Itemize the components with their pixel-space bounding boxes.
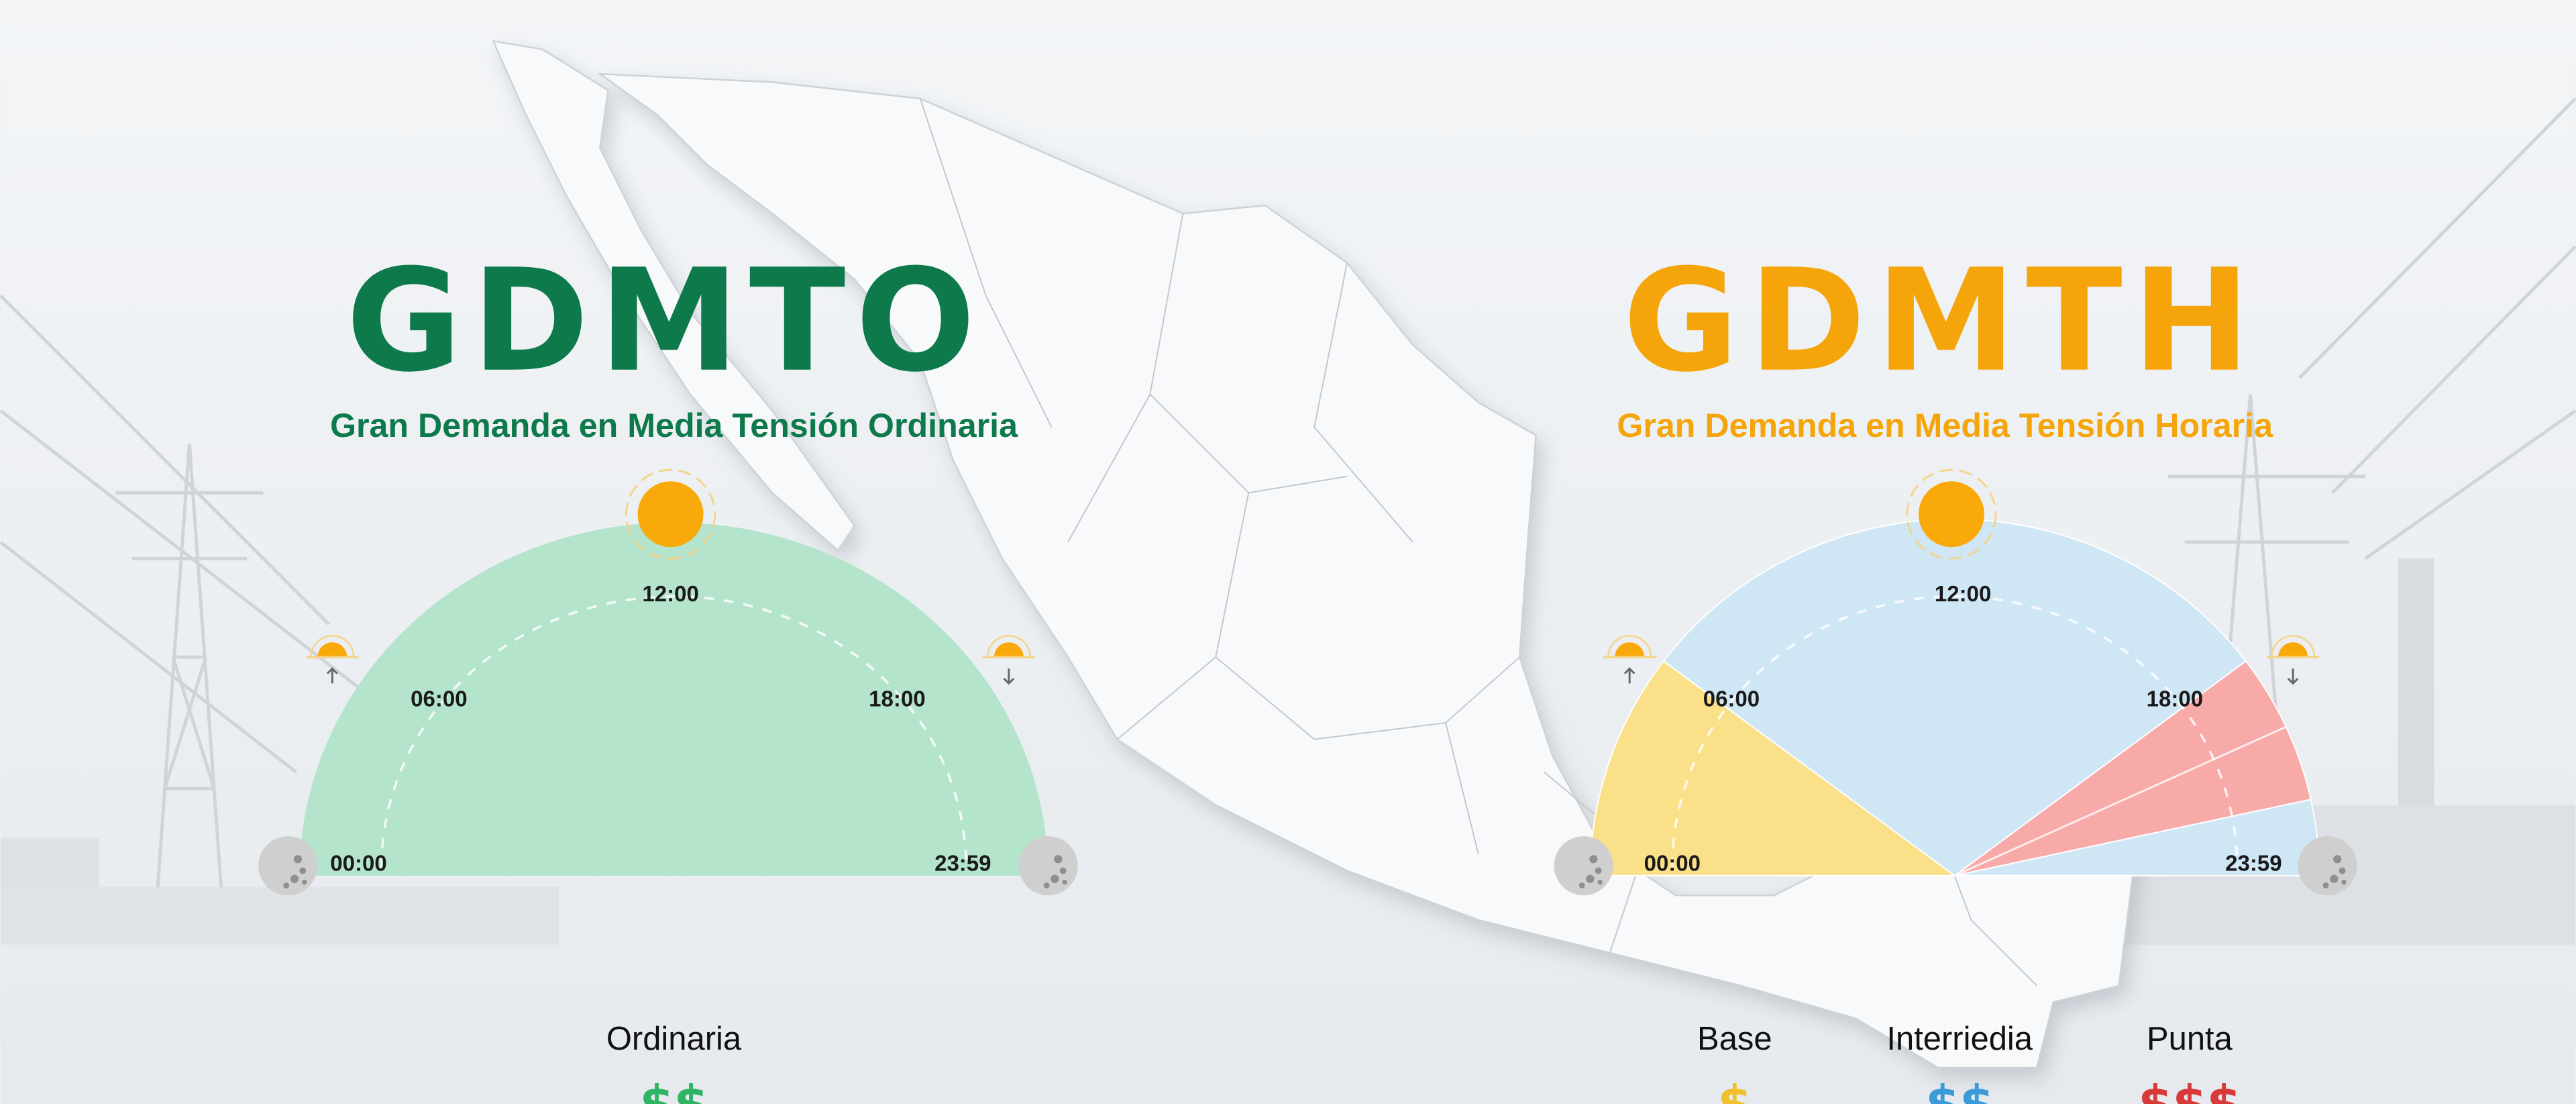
time-label-0000: 00:00 bbox=[330, 851, 386, 876]
legend-price-base: $ bbox=[1717, 1075, 1752, 1104]
gdmth-legend: Base $ Interriedia $$ Punta $$$ bbox=[1697, 1021, 2241, 1104]
legend-label-punta: Punta bbox=[2147, 1021, 2233, 1057]
gdmto-title: GDMTO bbox=[346, 239, 985, 403]
gdmth-day-dial: 12:00 06:00 18:00 00:00 23:59 bbox=[1589, 518, 2320, 877]
legend-price-intermedia: $$ bbox=[1925, 1075, 1994, 1104]
arrow-up-icon bbox=[326, 667, 338, 684]
time-label-2359: 23:59 bbox=[934, 851, 991, 876]
sunset-icon bbox=[2266, 635, 2320, 685]
legend-label-intermedia: Interriedia bbox=[1886, 1021, 2033, 1057]
moon-icon bbox=[2298, 836, 2357, 896]
gdmto-day-dial: 12:00 06:00 18:00 00:00 23:59 bbox=[299, 522, 1049, 876]
time-label-1200: 12:00 bbox=[642, 582, 698, 607]
legend-price-punta: $$$ bbox=[2138, 1075, 2241, 1104]
arrow-down-icon bbox=[2287, 668, 2299, 685]
legend-price-ordinaria: $$ bbox=[639, 1075, 708, 1104]
time-label-0600: 06:00 bbox=[1703, 687, 1760, 712]
time-label-1800: 18:00 bbox=[869, 687, 925, 712]
arrow-up-icon bbox=[1623, 667, 1635, 684]
gdmto-legend: Ordinaria $$ bbox=[606, 1021, 742, 1104]
sun-path bbox=[1670, 595, 2239, 868]
sunset-icon bbox=[982, 635, 1036, 685]
sun-icon bbox=[1906, 468, 1997, 560]
sun-icon bbox=[625, 468, 716, 560]
time-label-0000: 00:00 bbox=[1644, 851, 1701, 876]
moon-icon bbox=[1554, 836, 1613, 896]
mexico-map bbox=[492, 40, 2137, 1069]
time-label-2359: 23:59 bbox=[2225, 851, 2282, 876]
legend-label-ordinaria: Ordinaria bbox=[606, 1021, 742, 1057]
gdmto-subtitle: Gran Demanda en Media Tensión Ordinaria bbox=[330, 407, 1018, 444]
gdmth-subtitle: Gran Demanda en Media Tensión Horaria bbox=[1617, 407, 2273, 444]
ordinaria-sector bbox=[299, 522, 1049, 876]
moon-icon bbox=[258, 836, 318, 896]
gdmth-title: GDMTH bbox=[1623, 239, 2260, 403]
arrow-down-icon bbox=[1003, 668, 1015, 685]
sunrise-icon bbox=[1603, 635, 1656, 684]
time-label-0600: 06:00 bbox=[411, 687, 467, 712]
legend-label-base: Base bbox=[1697, 1021, 1772, 1057]
time-label-1200: 12:00 bbox=[1935, 582, 1991, 607]
sun-path bbox=[380, 595, 968, 868]
punta-divider bbox=[1954, 725, 2287, 877]
moon-icon bbox=[1018, 836, 1078, 896]
transmission-tower-icon bbox=[0, 294, 559, 945]
time-label-1800: 18:00 bbox=[2147, 687, 2203, 712]
sunrise-icon bbox=[306, 635, 359, 684]
